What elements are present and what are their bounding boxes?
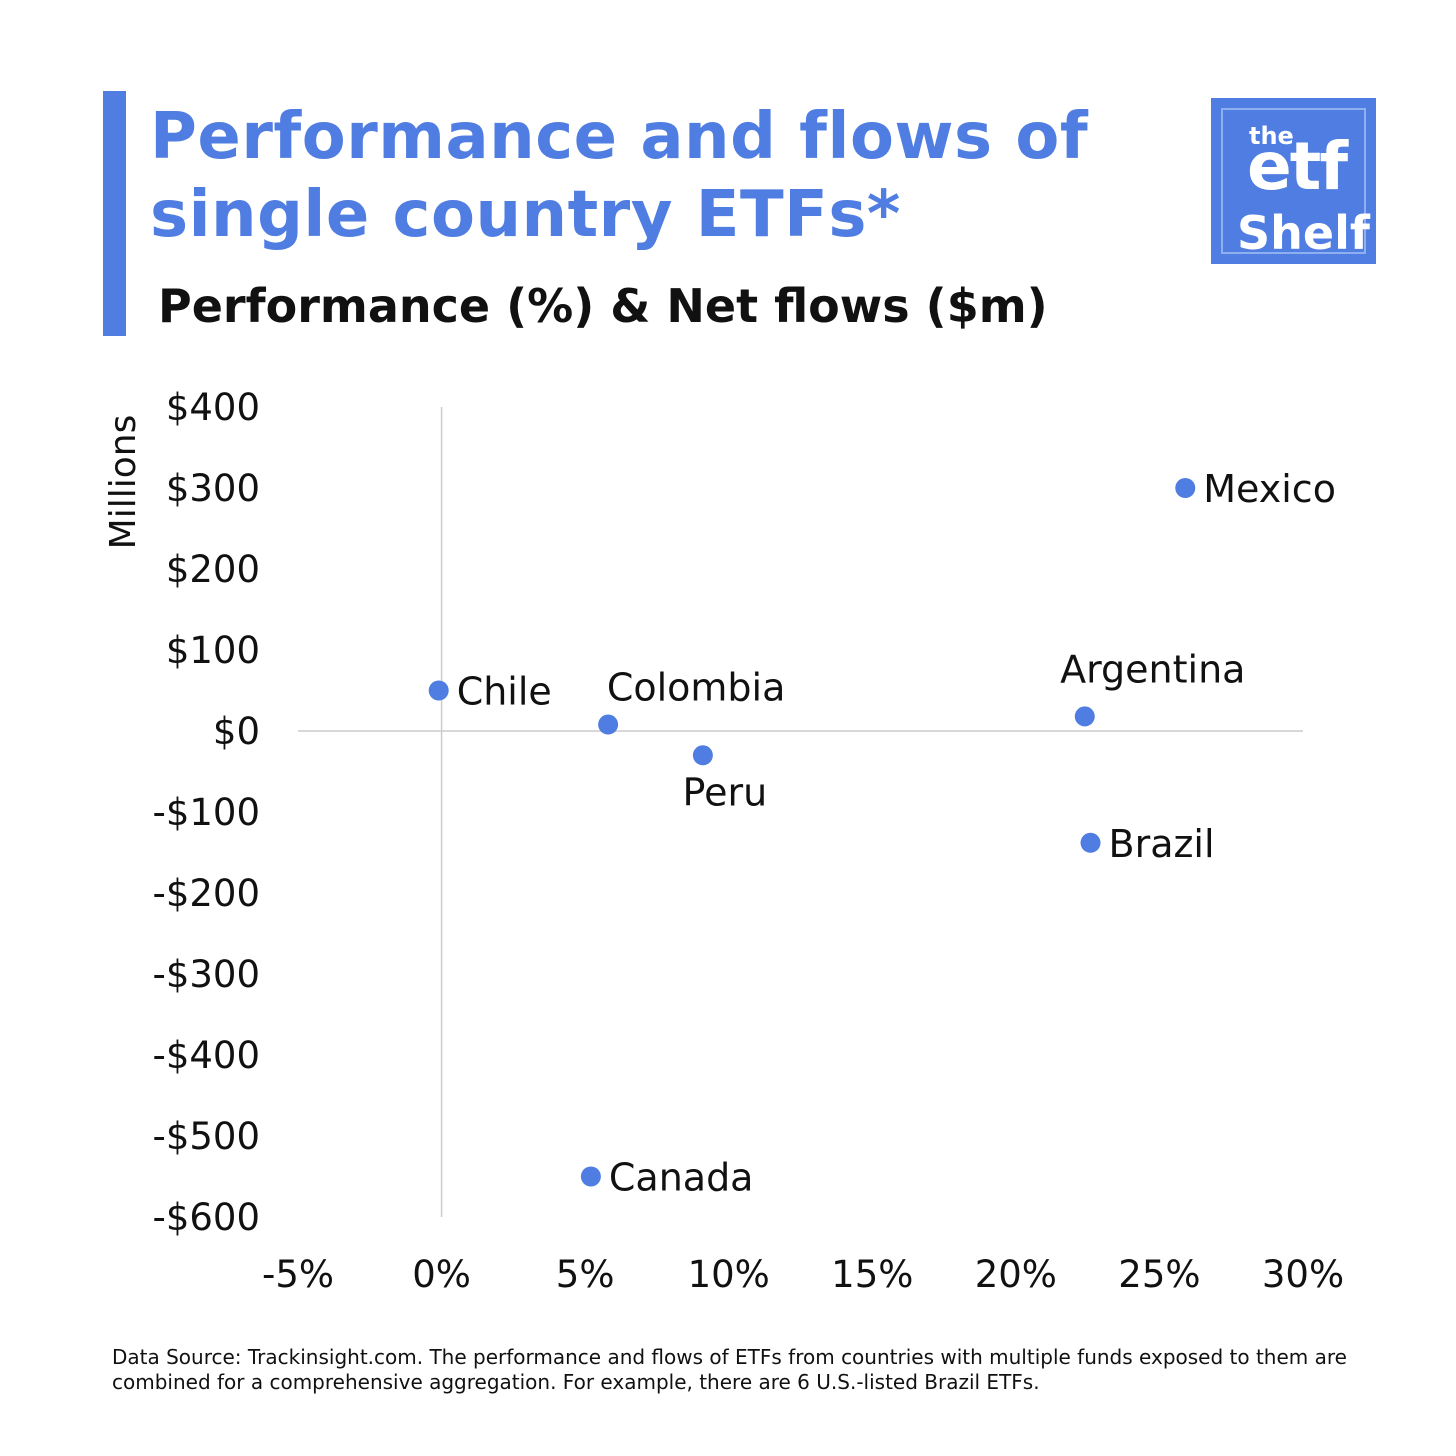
- data-label-argentina: Argentina: [1060, 647, 1245, 691]
- title-accent-bar: [103, 91, 126, 336]
- x-axis-ticks: -5% 0% 5% 10% 15% 20% 25% 30%: [262, 1253, 1344, 1296]
- footnote: Data Source: Trackinsight.com. The perfo…: [112, 1345, 1347, 1394]
- logo-text-etf: etf: [1247, 128, 1348, 205]
- x-tick-label: 25%: [1118, 1253, 1200, 1296]
- data-point-brazil: [1080, 832, 1101, 853]
- y-axis-label: Millions: [103, 415, 144, 550]
- y-tick-label: $100: [166, 629, 260, 672]
- logo-text-shelf: Shelf: [1237, 206, 1370, 260]
- axes: [298, 407, 1303, 1217]
- data-points: Mexico Chile Colombia Peru Argentina Brazil Ca…: [428, 467, 1336, 1200]
- x-tick-label: -5%: [262, 1253, 334, 1296]
- y-tick-label: $200: [166, 548, 260, 591]
- y-tick-label: -$500: [152, 1115, 260, 1158]
- logo-divider: [1223, 202, 1364, 212]
- chart-subtitle: Performance (%) & Net flows ($m): [158, 279, 1048, 333]
- x-tick-label: 20%: [975, 1253, 1057, 1296]
- data-point-argentina: [1074, 706, 1095, 727]
- data-point-chile: [428, 680, 449, 701]
- x-tick-label: 30%: [1262, 1253, 1344, 1296]
- x-tick-label: 5%: [556, 1253, 615, 1296]
- y-tick-label: -$200: [152, 872, 260, 915]
- data-label-colombia: Colombia: [607, 666, 786, 710]
- y-tick-label: -$400: [152, 1034, 260, 1077]
- logo-text-the: the: [1249, 122, 1294, 150]
- data-label-chile: Chile: [457, 670, 552, 714]
- x-tick-label: 0%: [412, 1253, 471, 1296]
- y-tick-label: -$300: [152, 953, 260, 996]
- data-label-brazil: Brazil: [1109, 822, 1215, 866]
- etf-shelf-logo: the etf Shelf: [1211, 98, 1376, 264]
- logo-frame: the etf Shelf: [1221, 108, 1370, 258]
- y-tick-label: -$600: [152, 1196, 260, 1239]
- data-point-colombia: [598, 714, 619, 735]
- data-label-mexico: Mexico: [1203, 467, 1336, 511]
- data-label-peru: Peru: [683, 770, 768, 814]
- y-tick-label: $400: [166, 386, 260, 429]
- y-tick-label: -$100: [152, 791, 260, 834]
- x-tick-label: 10%: [688, 1253, 770, 1296]
- chart-title: Performance and flows of single country …: [150, 100, 1089, 252]
- data-point-canada: [580, 1166, 601, 1187]
- y-tick-label: $0: [213, 710, 260, 753]
- y-axis-ticks: $400 $300 $200 $100 $0 -$100 -$200 -$300 -$400 -$…: [152, 386, 260, 1239]
- x-tick-label: 15%: [831, 1253, 913, 1296]
- data-label-canada: Canada: [609, 1156, 754, 1200]
- y-tick-label: $300: [166, 467, 260, 510]
- data-point-mexico: [1175, 478, 1196, 498]
- data-point-peru: [692, 745, 713, 766]
